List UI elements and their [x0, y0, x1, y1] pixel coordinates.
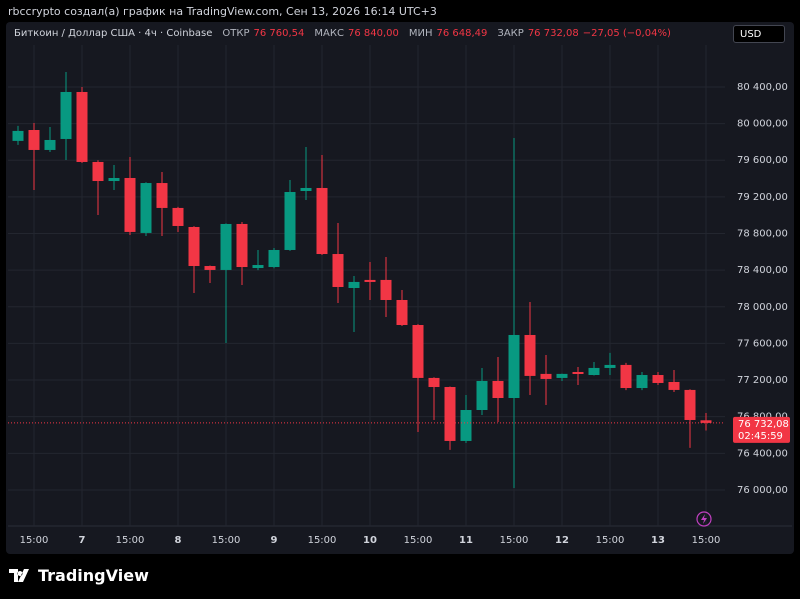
candle-body [12, 130, 24, 141]
logo-icon [9, 569, 29, 582]
y-tick-label: 77 200,00 [737, 375, 788, 386]
candle-body [92, 161, 104, 182]
y-tick-label: 79 600,00 [737, 155, 788, 166]
candle-body [508, 334, 520, 398]
x-tick-label: 15:00 [308, 535, 337, 546]
candle-body [60, 91, 72, 139]
candle-body [588, 367, 600, 376]
candle-body [364, 279, 376, 282]
candle-body [380, 279, 392, 300]
y-tick-label: 77 600,00 [737, 338, 788, 349]
candle-body [44, 139, 56, 150]
brand: TradingView [38, 566, 149, 585]
candle-body [236, 223, 248, 268]
candle-body [684, 389, 696, 420]
x-tick-label: 9 [271, 535, 278, 546]
candle-body [76, 91, 88, 162]
candle-body [620, 364, 632, 389]
stat-label: ЗАКР [497, 28, 524, 39]
x-tick-label: 7 [79, 535, 86, 546]
candle-body [108, 177, 120, 182]
candle-body [524, 334, 536, 376]
stat-label: МАКС [314, 28, 344, 39]
candle-body [476, 380, 488, 410]
candle-body [572, 371, 584, 375]
candle-body [172, 207, 184, 226]
candle-body [284, 192, 296, 250]
replay-icon [696, 511, 712, 527]
x-tick-label: 15:00 [404, 535, 433, 546]
candle-body [412, 324, 424, 378]
candle-body [124, 177, 136, 232]
x-tick-label: 11 [459, 535, 473, 546]
y-tick-label: 78 800,00 [737, 228, 788, 239]
candle-body [636, 375, 648, 389]
chart-title: Биткоин / Доллар США · 4ч · Coinbase [14, 28, 213, 39]
x-tick-label: 12 [555, 535, 569, 546]
stat-value: 76 840,00 [347, 28, 399, 39]
candle-body [156, 183, 168, 208]
candle-body [540, 373, 552, 379]
y-tick-label: 79 200,00 [737, 192, 788, 203]
candle-body [332, 254, 344, 287]
candle-body [492, 380, 504, 398]
candle-body [444, 387, 456, 441]
x-tick-label: 15:00 [596, 535, 625, 546]
caption: rbccrypto создал(а) график на TradingVie… [8, 5, 437, 18]
stat-label: МИН [408, 28, 433, 39]
x-tick-label: 15:00 [116, 535, 145, 546]
candle-body [140, 183, 152, 233]
candle-body [396, 299, 408, 325]
currency-button[interactable]: USD [733, 25, 785, 43]
candle-body [268, 249, 280, 268]
stat-value: 76 732,08 [527, 28, 579, 39]
x-tick-label: 15:00 [500, 535, 529, 546]
x-tick-label: 15:00 [212, 535, 241, 546]
stat-label: ОТКР [222, 28, 250, 39]
y-tick-label: 76 400,00 [737, 448, 788, 459]
candle-body [604, 364, 616, 368]
y-tick-label: 78 400,00 [737, 265, 788, 276]
candle-body [300, 187, 312, 191]
candle-body [668, 381, 680, 390]
replay-icon-bolt [701, 514, 707, 524]
candle-body [252, 265, 264, 269]
candle-body [188, 226, 200, 267]
candle-body [348, 281, 360, 288]
candle-body [460, 409, 472, 441]
last-price-label: 76 732,08 [738, 419, 789, 430]
y-tick-label: 80 000,00 [737, 119, 788, 130]
x-tick-label: 15:00 [20, 535, 49, 546]
candle-body [428, 377, 440, 388]
candle-body [556, 373, 568, 378]
candle-body [28, 129, 40, 150]
x-tick-label: 8 [175, 535, 182, 546]
y-tick-label: 80 400,00 [737, 82, 788, 93]
x-tick-label: 10 [363, 535, 377, 546]
x-tick-label: 15:00 [692, 535, 721, 546]
candle-body [700, 420, 712, 423]
legend-header: Биткоин / Доллар США · 4ч · Coinbase ОТК… [14, 28, 671, 39]
chart-panel [6, 22, 794, 554]
y-tick-label: 76 000,00 [737, 485, 788, 496]
last-price-tag [733, 416, 790, 443]
change: −27,05 (−0,04%) [582, 28, 671, 39]
y-tick-label: 78 000,00 [737, 302, 788, 313]
x-tick-label: 13 [651, 535, 665, 546]
countdown: 02:45:59 [738, 431, 783, 442]
candle-body [316, 187, 328, 255]
stat-value: 76 760,54 [253, 28, 305, 39]
candle-body [204, 266, 216, 270]
candle-body [220, 223, 232, 270]
candle-body [652, 375, 664, 383]
stat-value: 76 648,49 [436, 28, 488, 39]
